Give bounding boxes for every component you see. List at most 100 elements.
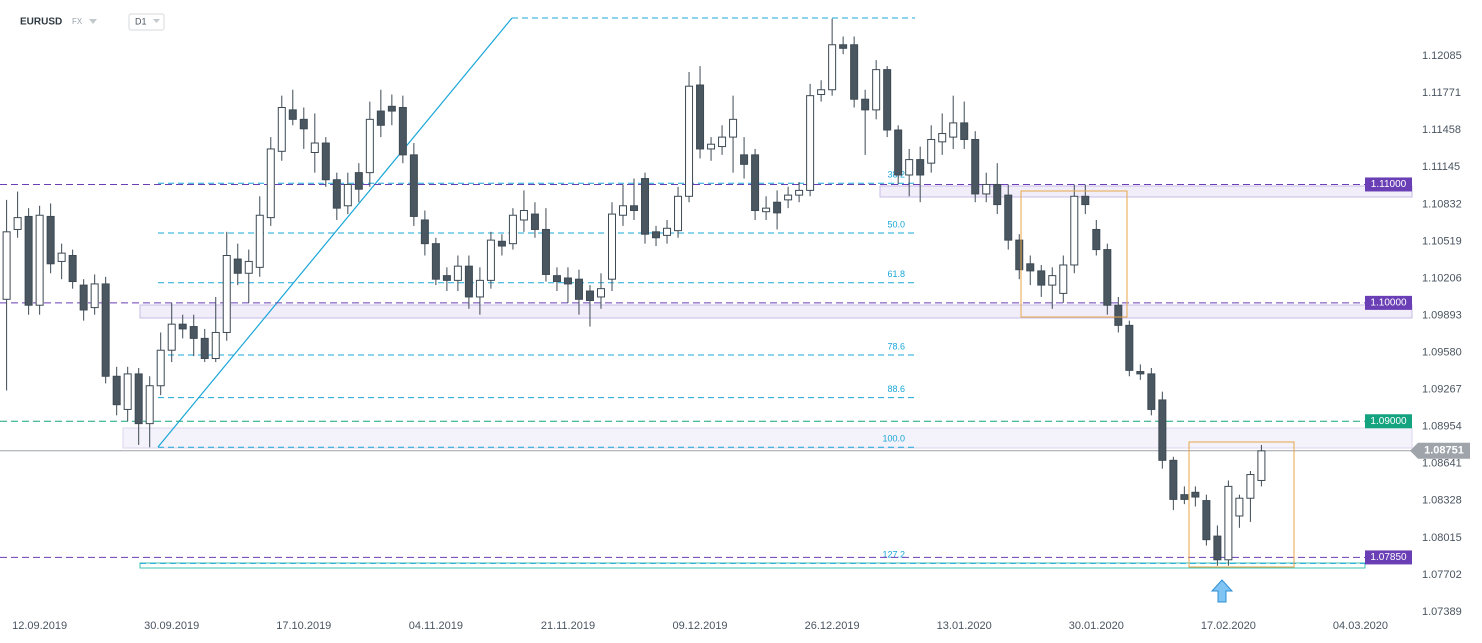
candle-body	[57, 252, 66, 262]
candle-body	[718, 136, 727, 148]
y-tick-label: 1.08954	[1422, 421, 1462, 433]
y-tick-label: 1.12085	[1422, 50, 1462, 62]
candle-body	[167, 323, 176, 351]
x-tick-label: 17.10.2019	[276, 620, 331, 632]
y-tick-label: 1.09893	[1422, 309, 1462, 321]
price-tag-label: 1.11000	[1371, 179, 1407, 190]
candle-body	[1114, 304, 1123, 326]
candle-body	[905, 159, 914, 176]
candle-body	[90, 283, 99, 309]
candle-body	[68, 255, 77, 283]
candle-body	[497, 240, 506, 247]
candle-body	[927, 138, 936, 164]
candle-body	[674, 195, 683, 232]
candle-body	[156, 349, 165, 387]
resistance-zone	[879, 185, 1413, 198]
candle-body	[949, 122, 958, 138]
candle-body	[938, 133, 947, 143]
candle-body	[1180, 494, 1189, 500]
candle-body	[486, 239, 495, 281]
candle-body	[123, 373, 132, 410]
price-tag-label: 1.09000	[1370, 416, 1407, 427]
candle-body	[189, 326, 198, 339]
candle-body	[541, 228, 550, 275]
x-tick-label: 13.01.2020	[937, 620, 992, 632]
x-tick-label: 30.09.2019	[144, 620, 199, 632]
candle-body	[519, 210, 528, 221]
candle-body	[1202, 500, 1211, 541]
y-tick-label: 1.11458	[1422, 124, 1461, 136]
candle-body	[35, 214, 44, 306]
y-tick-label: 1.08328	[1422, 495, 1462, 507]
y-tick-label: 1.07702	[1422, 569, 1462, 581]
candle-body	[630, 205, 639, 212]
candle-body	[685, 85, 694, 197]
candle-body	[641, 178, 650, 235]
candle-body	[222, 255, 231, 333]
price-tag	[1365, 295, 1412, 310]
candle-body	[861, 98, 870, 111]
candle-body	[806, 95, 815, 191]
candle-body	[828, 44, 837, 91]
candle-body	[663, 227, 672, 236]
candle-body	[1125, 324, 1134, 371]
candle-body	[354, 172, 363, 190]
candle-body	[211, 331, 220, 360]
candle-body	[24, 215, 33, 306]
candle-body	[993, 183, 1002, 206]
candle-body	[883, 69, 892, 131]
x-tick-label: 30.01.2020	[1069, 620, 1124, 632]
last-price-label: 1.08751	[1424, 445, 1464, 457]
last-price-tag	[1410, 442, 1470, 459]
y-tick-label: 1.10519	[1422, 235, 1462, 247]
candle-body	[696, 84, 705, 150]
candle-body	[277, 107, 286, 152]
candle-body	[233, 258, 242, 274]
candle-body	[596, 288, 605, 298]
zone	[122, 427, 1413, 449]
candle-body	[1037, 270, 1046, 286]
interval: D1	[135, 16, 147, 26]
candle-body	[475, 279, 484, 298]
highlight-box	[1020, 190, 1128, 318]
candle-body	[563, 277, 572, 285]
candle-body	[1103, 249, 1112, 306]
candle-body	[398, 107, 407, 156]
candle-body	[1246, 474, 1255, 499]
candle-body	[310, 142, 319, 153]
price-tag	[1365, 177, 1412, 192]
candle-body	[894, 129, 903, 176]
candle-body	[982, 183, 991, 195]
candle-body	[762, 207, 771, 213]
candle-body	[321, 142, 330, 181]
candle-body	[817, 89, 826, 95]
candle-body	[707, 143, 716, 150]
highlight-box	[1188, 441, 1295, 568]
candle-body	[784, 194, 793, 201]
candle-body	[387, 105, 396, 112]
candle-body	[1147, 373, 1156, 410]
candle-body	[244, 260, 253, 274]
interval-select[interactable]	[128, 13, 165, 31]
dropdown[interactable]	[89, 19, 97, 24]
support-zone	[139, 304, 1413, 319]
candle-body	[839, 44, 848, 49]
price-tag-label: 1.07850	[1370, 552, 1407, 563]
candle-body	[729, 118, 738, 138]
candle-body	[1081, 195, 1090, 206]
y-tick-label: 1.08015	[1422, 532, 1462, 544]
candle-body	[585, 290, 594, 301]
candle-body	[453, 265, 462, 281]
candle-body	[1059, 264, 1068, 294]
x-tick-label: 04.03.2020	[1333, 620, 1388, 632]
y-tick-label: 1.10832	[1422, 198, 1462, 210]
fib-label: 61.8	[887, 269, 905, 279]
candle-body	[1169, 459, 1178, 500]
candle-body	[420, 219, 429, 245]
annotations	[122, 17, 1413, 569]
candle-body	[530, 213, 539, 230]
symbol: EURUSD	[20, 17, 62, 28]
candle-body	[101, 283, 110, 377]
y-tick-label: 1.08641	[1422, 458, 1462, 470]
candle-body	[574, 278, 583, 300]
